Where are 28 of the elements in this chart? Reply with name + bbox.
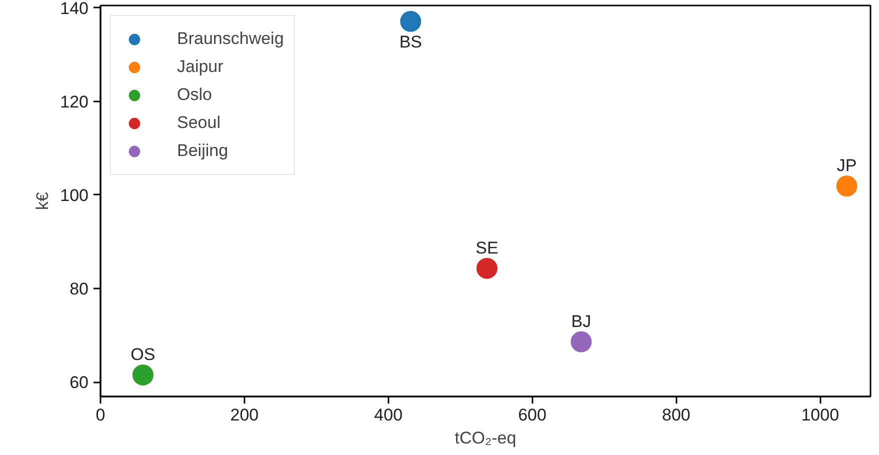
x-tick-label: 600: [518, 406, 546, 424]
annotation: JP: [836, 156, 857, 176]
legend-label: Braunschweig: [177, 29, 284, 49]
annotation: BJ: [571, 312, 592, 331]
y-tick-label: 100: [60, 186, 89, 205]
x-tick-label: 800: [662, 406, 690, 424]
y-tick-label: 80: [70, 279, 89, 298]
legend-label: Beijing: [177, 141, 228, 161]
annotation: SE: [476, 238, 498, 258]
y-axis-title: k€: [33, 191, 52, 210]
point: [400, 10, 422, 32]
legend-label: Oslo: [177, 85, 212, 105]
point: [476, 258, 498, 279]
x-tick-label: 200: [230, 406, 259, 424]
x-tick-label: 400: [374, 406, 403, 424]
x-tick-label: 0: [96, 406, 106, 424]
y-tick-label: 120: [60, 92, 89, 112]
legend-label: Jaipur: [177, 57, 224, 77]
y-tick-label: 140: [60, 0, 89, 18]
point: [570, 331, 592, 352]
annotation: BS: [399, 32, 422, 52]
annotation: OS: [130, 344, 156, 364]
point: [132, 364, 154, 386]
x-axis-title: tCO₂-eq: [454, 428, 516, 448]
x-tick-label: 1000: [801, 406, 840, 424]
legend-label: Seoul: [177, 113, 220, 133]
point: [836, 176, 858, 197]
y-tick-label: 60: [70, 373, 89, 392]
